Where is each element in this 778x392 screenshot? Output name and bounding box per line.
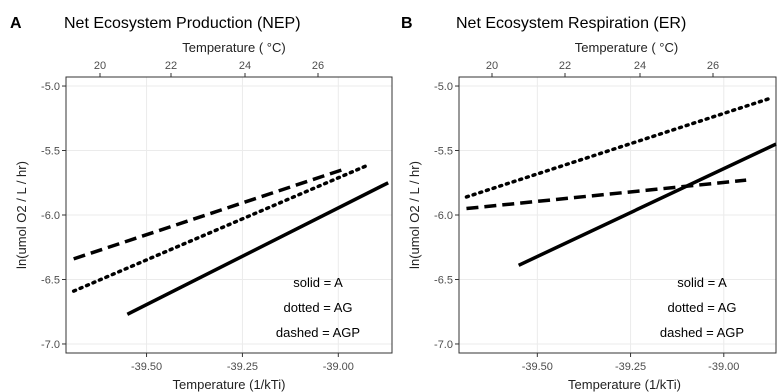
y-tick-label: -7.0: [434, 339, 453, 351]
y-tick-label: -6.5: [434, 274, 453, 286]
grid-lines: [66, 77, 392, 353]
panel-title: Net Ecosystem Respiration (ER): [456, 15, 686, 32]
legend-line: solid = A: [677, 275, 727, 290]
top-tick-label: 26: [707, 60, 719, 72]
panel-letter: A: [10, 15, 22, 32]
chart-panel-a: A Net Ecosystem Production (NEP) -5.0 -5.5 -…: [10, 15, 393, 392]
y-tick-label: -5.0: [41, 81, 60, 93]
y-tick-label: -6.0: [434, 210, 453, 222]
bottom-axis-title: Temperature (1/kTi): [173, 377, 286, 392]
panel-title: Net Ecosystem Production (NEP): [64, 15, 301, 32]
x-tick-label: -39.25: [227, 361, 258, 373]
top-tick-label: 24: [239, 60, 251, 72]
top-axis-title: Temperature ( °C): [182, 40, 285, 55]
y-tick-label: -5.0: [434, 81, 453, 93]
legend-line: dotted = AG: [667, 300, 736, 315]
x-tick-label: -39.50: [131, 361, 162, 373]
series-line-a: [126, 181, 389, 316]
top-tick-label: 20: [94, 60, 106, 72]
series-line-ag: [464, 95, 775, 199]
top-tick-label: 20: [486, 60, 498, 72]
top-tick-label: 26: [312, 60, 324, 72]
x-tick-label: -39.50: [522, 361, 553, 373]
grid-lines: [459, 77, 776, 353]
top-axis-title: Temperature ( °C): [575, 40, 678, 55]
series-line-agp: [73, 166, 347, 261]
series-line-agp: [466, 178, 747, 211]
y-tick-label: -6.5: [41, 274, 60, 286]
chart-panel-b: B Net Ecosystem Respiration (ER) -5.0 -5.5 -…: [401, 15, 777, 392]
y-tick-label: -5.5: [41, 146, 60, 158]
legend-line: solid = A: [293, 275, 343, 290]
top-tick-label: 22: [559, 60, 571, 72]
x-tick-label: -39.00: [708, 361, 739, 373]
y-tick-label: -6.0: [41, 210, 60, 222]
bottom-axis-title: Temperature (1/kTi): [568, 377, 681, 392]
series-line-a: [517, 142, 777, 267]
y-axis-title: ln(umol O2 / L / hr): [407, 161, 422, 269]
x-tick-label: -39.25: [615, 361, 646, 373]
top-tick-label: 24: [634, 60, 646, 72]
y-axis-title: ln(umol O2 / L / hr): [14, 161, 29, 269]
x-tick-label: -39.00: [323, 361, 354, 373]
y-tick-label: -7.0: [41, 339, 60, 351]
top-tick-label: 22: [165, 60, 177, 72]
y-tick-label: -5.5: [434, 146, 453, 158]
series-line-ag: [71, 162, 371, 293]
legend-line: dashed = AGP: [276, 325, 360, 340]
legend-line: dashed = AGP: [660, 325, 744, 340]
legend-line: dotted = AG: [283, 300, 352, 315]
panel-letter: B: [401, 15, 413, 32]
